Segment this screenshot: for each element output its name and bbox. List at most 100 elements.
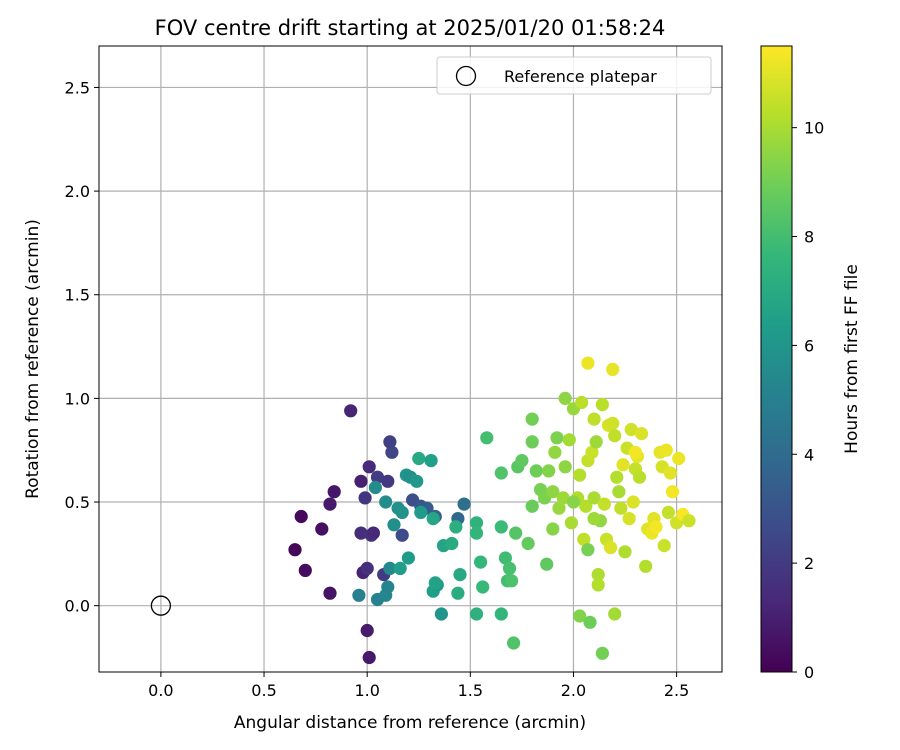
data-point (665, 485, 680, 499)
data-point (381, 580, 395, 594)
x-tick-label: 1.5 (458, 681, 483, 700)
data-point (573, 468, 587, 482)
data-point (525, 412, 539, 426)
data-point (494, 607, 508, 621)
data-point (424, 454, 438, 468)
data-point (632, 470, 647, 484)
data-point (606, 362, 620, 376)
data-point (502, 561, 517, 576)
data-point (546, 522, 560, 536)
y-tick-label: 1.5 (65, 286, 90, 305)
data-point (552, 501, 566, 515)
y-axis-label: Rotation from reference (arcmin) (23, 219, 43, 499)
data-point (395, 528, 409, 542)
data-point (604, 541, 618, 555)
data-point (383, 561, 397, 576)
data-point (344, 404, 358, 418)
data-point (521, 536, 535, 551)
data-point (587, 511, 601, 526)
data-point (294, 509, 308, 524)
data-point (657, 539, 671, 553)
grid (99, 46, 722, 672)
data-point (575, 395, 589, 410)
data-point (509, 526, 523, 540)
data-point (595, 646, 610, 660)
data-point (494, 466, 508, 480)
reference-point (150, 595, 172, 616)
data-points (288, 356, 696, 665)
data-point (663, 466, 678, 480)
data-point (585, 445, 599, 459)
data-point (591, 568, 605, 582)
data-point (591, 578, 605, 592)
legend-marker (455, 65, 477, 87)
data-point (614, 501, 628, 515)
data-point (505, 574, 519, 588)
colorbar-tick-label: 10 (804, 119, 824, 138)
data-point (564, 516, 579, 530)
data-point (480, 431, 494, 445)
data-point (385, 445, 399, 459)
data-point (360, 561, 374, 576)
chart-title: FOV centre drift starting at 2025/01/20 … (155, 16, 666, 40)
data-point (529, 464, 543, 478)
data-point (525, 435, 539, 449)
data-point (589, 435, 603, 449)
plot-frame (98, 45, 723, 673)
data-point (451, 586, 465, 600)
data-point (573, 609, 587, 623)
data-point (550, 431, 564, 445)
data-point (608, 607, 622, 621)
data-point (383, 435, 397, 449)
data-point (558, 391, 572, 405)
data-point (624, 422, 638, 437)
data-point (449, 520, 463, 534)
data-point (566, 495, 581, 509)
data-point (587, 412, 601, 426)
legend: Reference platepar (436, 56, 712, 95)
colorbar-tick-label: 2 (804, 554, 814, 573)
data-point (595, 398, 610, 412)
data-point (412, 451, 426, 466)
data-point (457, 497, 471, 511)
data-point (426, 511, 440, 526)
data-point (634, 427, 649, 441)
data-point (540, 557, 554, 571)
y-tick-label: 2.5 (65, 78, 90, 97)
data-point (610, 470, 624, 484)
legend-label: Reference platepar (504, 67, 657, 86)
data-point (327, 485, 341, 499)
colorbar-tick-label: 4 (804, 445, 814, 464)
data-point (581, 356, 595, 370)
data-point (583, 615, 597, 629)
x-tick-label: 1.0 (354, 681, 379, 700)
data-point (352, 588, 366, 602)
x-tick-label: 0.0 (148, 681, 173, 700)
data-point (445, 536, 459, 551)
data-point (515, 454, 529, 468)
data-point (659, 443, 673, 457)
data-point (548, 445, 562, 459)
data-point (562, 433, 576, 447)
data-point (579, 499, 593, 513)
data-point (393, 561, 407, 576)
data-point (323, 497, 337, 511)
data-point (546, 485, 560, 499)
data-point (542, 464, 556, 478)
data-point (370, 470, 385, 484)
data-point (597, 497, 612, 511)
data-point (618, 545, 632, 559)
data-point (474, 555, 488, 569)
data-point (525, 499, 539, 513)
legend-box (436, 56, 712, 95)
data-point (581, 543, 595, 557)
data-point (558, 460, 572, 474)
data-point (362, 460, 376, 474)
data-point (498, 551, 512, 565)
data-point (661, 505, 676, 519)
y-axis-ticks: 0.0 0.5 1.0 1.5 2.0 2.5 (65, 78, 99, 616)
data-point (410, 474, 424, 488)
x-tick-label: 0.5 (251, 681, 276, 700)
colorbar-label: Hours from first FF file (842, 264, 862, 454)
